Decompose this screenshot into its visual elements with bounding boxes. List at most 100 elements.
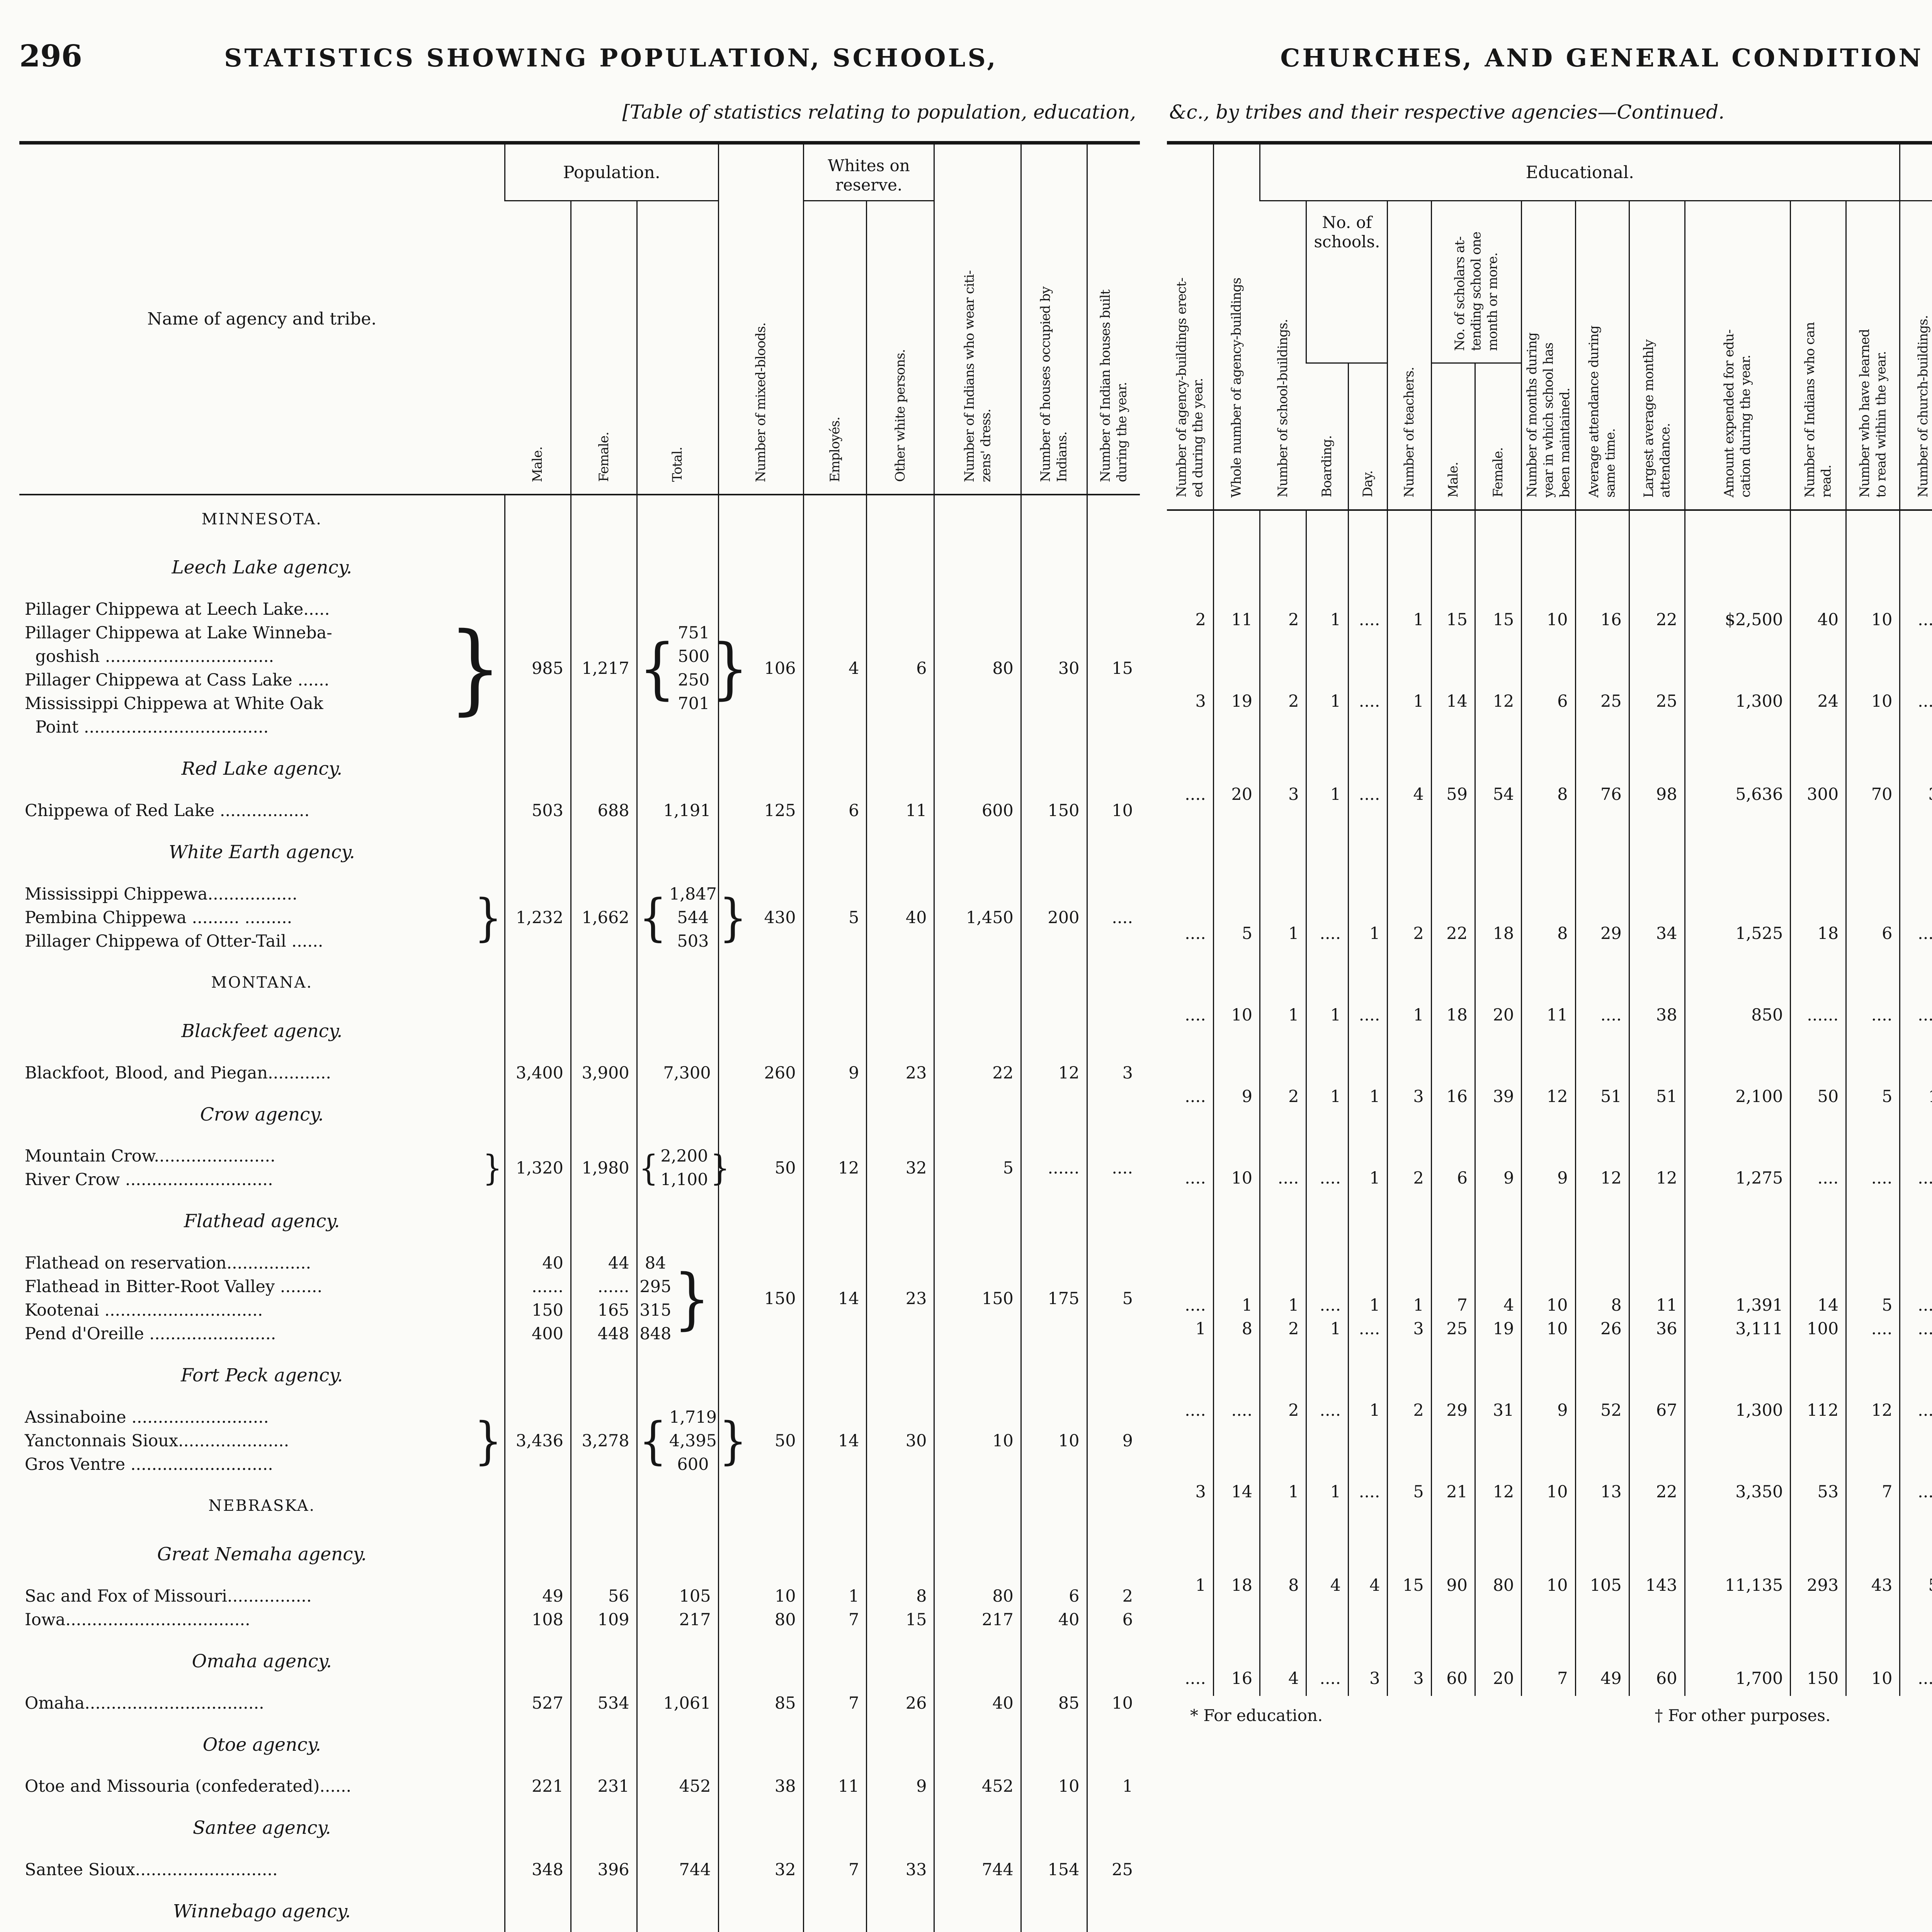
table-cell-value: 1,391 3,111 bbox=[1684, 1288, 1791, 1346]
empty-cell bbox=[1020, 1351, 1087, 1401]
table-cell-value: 10 bbox=[1845, 1662, 1900, 1696]
footnote-other-purposes: † For other purposes. bbox=[1655, 1706, 1831, 1725]
table-cell-value: 527 bbox=[504, 1686, 571, 1721]
empty-cell bbox=[1684, 823, 1791, 869]
table-cell-value: 25 bbox=[1575, 684, 1629, 719]
empty-cell bbox=[1845, 1428, 1900, 1475]
empty-cell bbox=[1575, 555, 1629, 603]
empty-cell bbox=[1684, 1195, 1791, 1241]
table-cell-value: 4 bbox=[803, 592, 867, 745]
empty-cell bbox=[636, 828, 719, 877]
empty-cell bbox=[1474, 509, 1522, 556]
footnotes-row: * For education. † For other purposes. e… bbox=[1167, 1706, 1932, 1725]
empty-cell bbox=[1213, 1428, 1260, 1475]
grouping-brace: } bbox=[712, 630, 748, 707]
col-scholar-male-header: Male. bbox=[1430, 363, 1475, 510]
empty-cell bbox=[1086, 1720, 1140, 1770]
empty-cell bbox=[1845, 823, 1900, 869]
empty-cell bbox=[718, 1482, 804, 1530]
page-right: CHURCHES, AND GENERAL CONDITION OF INDIA… bbox=[1167, 15, 1932, 1725]
empty-cell bbox=[1575, 1241, 1629, 1288]
table-cell-value: 54 bbox=[1474, 765, 1522, 824]
tribe-data-row: Mountain Crow....................... Riv… bbox=[19, 1139, 1140, 1197]
empty-cell bbox=[1259, 1509, 1306, 1557]
agency-heading: Crow agency. bbox=[200, 1104, 324, 1125]
empty-cell bbox=[570, 958, 637, 1007]
empty-cell bbox=[1306, 1614, 1349, 1662]
empty-cell bbox=[1259, 718, 1306, 766]
empty-cell bbox=[1899, 509, 1932, 556]
table-cell-value: 5 .... bbox=[1845, 1288, 1900, 1346]
empty-cell bbox=[1259, 1114, 1306, 1161]
col-largest-attendance-header: Largest average monthly attendance. bbox=[1628, 201, 1685, 510]
empty-cell bbox=[1213, 1509, 1260, 1557]
grouping-brace: { bbox=[639, 630, 676, 707]
table-cell-value: 3,400 bbox=[504, 1056, 571, 1090]
table-cell-value: 1 bbox=[1195, 1575, 1206, 1595]
table-cell-value: 1 bbox=[1306, 998, 1349, 1032]
empty-cell bbox=[1306, 1241, 1349, 1288]
table-cell-value: 3 bbox=[1387, 1079, 1432, 1114]
empty-cell bbox=[1521, 1428, 1575, 1475]
agency-heading-row: Great Nemaha agency. bbox=[19, 1530, 1140, 1579]
empty-cell bbox=[1259, 1241, 1306, 1288]
table-cell-value: .... bbox=[1899, 1662, 1932, 1696]
table-cell-value: .... bbox=[1348, 765, 1388, 824]
table-cell-value: 3,900 bbox=[570, 1056, 637, 1090]
agency-statistics-row: 31411....521121013223,350537............… bbox=[1167, 1475, 1932, 1510]
table-cell-value: 6 bbox=[866, 592, 934, 745]
table-cell-value: .... 1 bbox=[1185, 1295, 1206, 1338]
table-cell-value: 49 bbox=[1575, 1662, 1629, 1696]
empty-cell bbox=[504, 543, 571, 593]
state-heading-row: MINNESOTA. bbox=[19, 493, 1140, 544]
table-cell-value: 1 bbox=[1306, 1079, 1349, 1114]
empty-cell bbox=[1306, 951, 1349, 998]
spacer-row bbox=[1167, 1614, 1932, 1662]
empty-cell bbox=[1348, 637, 1388, 684]
empty-cell bbox=[1348, 1428, 1388, 1475]
empty-cell bbox=[1213, 1195, 1260, 1241]
col-day-header: Day. bbox=[1348, 363, 1388, 510]
empty-cell bbox=[718, 1351, 804, 1401]
spacer-row bbox=[1167, 718, 1932, 766]
table-cell-value: 4 19 bbox=[1474, 1288, 1522, 1346]
empty-cell bbox=[1684, 509, 1791, 556]
table-cell-value: 8 bbox=[1521, 765, 1575, 824]
empty-cell bbox=[1167, 869, 1213, 917]
empty-cell bbox=[1020, 1197, 1087, 1247]
empty-cell bbox=[1213, 1346, 1260, 1393]
table-cell-value: 3,278 bbox=[570, 1400, 637, 1482]
table-cell-value: {751 500 250 701} bbox=[636, 592, 748, 745]
empty-cell bbox=[570, 493, 637, 544]
grouping-brace: } bbox=[719, 888, 747, 947]
table-cell-value: 985 bbox=[504, 592, 571, 745]
empty-cell bbox=[570, 745, 637, 794]
empty-cell bbox=[1684, 1614, 1791, 1662]
col-total-header: Total. bbox=[636, 201, 719, 495]
table-cell-value: 31 bbox=[1474, 1393, 1522, 1428]
grouping-brace: { bbox=[639, 1412, 667, 1470]
empty-cell bbox=[1213, 951, 1260, 998]
table-cell-value: 6 bbox=[1521, 684, 1575, 719]
empty-cell bbox=[1213, 637, 1260, 684]
empty-cell bbox=[1845, 1241, 1900, 1288]
table-cell-value: 50 bbox=[1790, 1079, 1846, 1114]
table-cell-value: 10 bbox=[1521, 1475, 1575, 1510]
empty-cell bbox=[504, 493, 571, 544]
table-cell-value: 22 bbox=[1430, 916, 1475, 951]
empty-cell bbox=[1086, 1482, 1140, 1530]
empty-cell bbox=[1684, 1346, 1791, 1393]
empty-cell bbox=[1167, 1614, 1213, 1662]
agency-heading-row: Santee agency. bbox=[19, 1804, 1140, 1853]
empty-cell bbox=[803, 1720, 867, 1770]
table-cell-value: 452 bbox=[636, 1769, 719, 1804]
empty-cell bbox=[1306, 1509, 1349, 1557]
table-cell-value: 4 bbox=[1306, 1556, 1349, 1615]
empty-cell bbox=[803, 958, 867, 1007]
tribe-data-row: Blackfoot, Blood, and Piegan............… bbox=[19, 1056, 1140, 1090]
empty-cell bbox=[1790, 1114, 1846, 1161]
table-cell-value: 15 bbox=[1387, 1556, 1432, 1615]
table-cell-value: .... bbox=[1845, 998, 1900, 1032]
empty-cell bbox=[866, 1482, 934, 1530]
empty-cell bbox=[1430, 555, 1475, 603]
